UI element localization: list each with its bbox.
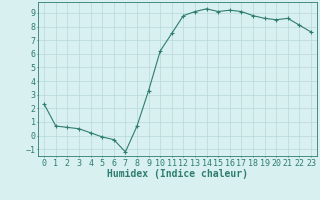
X-axis label: Humidex (Indice chaleur): Humidex (Indice chaleur) [107, 169, 248, 179]
